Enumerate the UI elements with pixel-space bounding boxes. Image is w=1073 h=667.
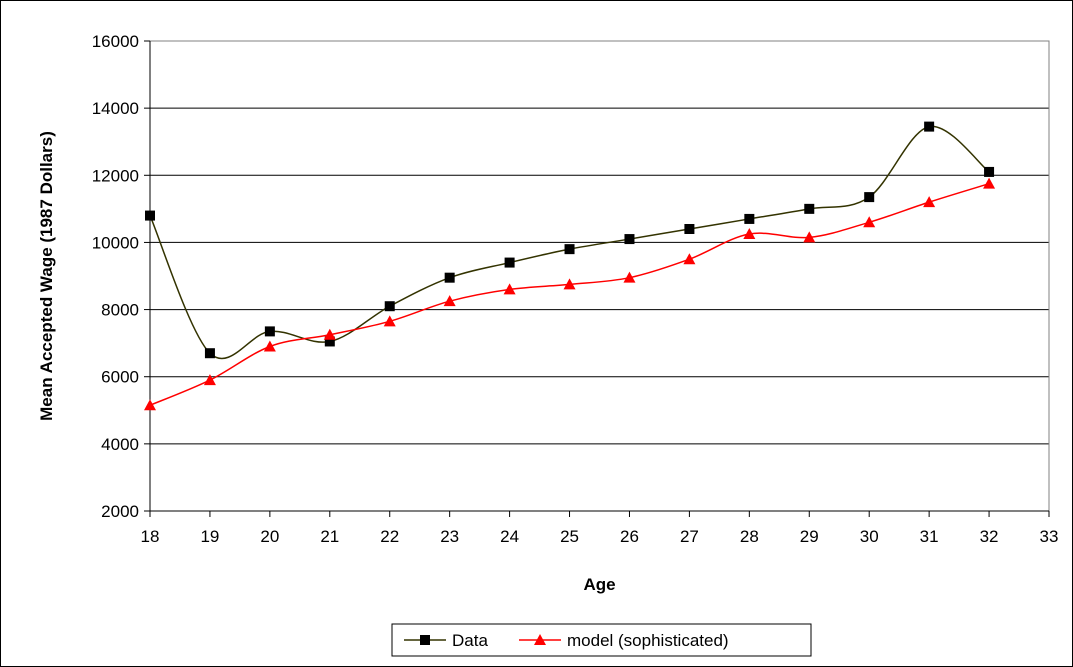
triangle-data-point bbox=[803, 231, 816, 243]
y-tick-label: 4000 bbox=[101, 435, 139, 454]
square-data-point bbox=[864, 192, 875, 203]
square-data-point bbox=[744, 213, 755, 224]
triangle-data-point bbox=[863, 216, 876, 228]
x-tick-label: 20 bbox=[260, 527, 279, 546]
series-model-sophisticated bbox=[144, 177, 996, 411]
triangle-data-point bbox=[323, 328, 336, 340]
triangle-data-point bbox=[683, 253, 696, 265]
x-tick-label: 28 bbox=[740, 527, 759, 546]
series-line bbox=[149, 182, 990, 406]
x-tick-label: 25 bbox=[560, 527, 579, 546]
square-data-point bbox=[444, 272, 455, 283]
triangle-data-point bbox=[743, 228, 756, 240]
x-tick-label: 22 bbox=[380, 527, 399, 546]
legend-box bbox=[391, 623, 812, 657]
x-tick-label: 27 bbox=[680, 527, 699, 546]
legend-marker bbox=[534, 634, 546, 645]
x-tick-label: 29 bbox=[800, 527, 819, 546]
x-tick-label: 23 bbox=[440, 527, 459, 546]
square-data-point bbox=[684, 224, 695, 234]
y-tick-label: 10000 bbox=[92, 233, 139, 252]
square-data-point bbox=[324, 336, 335, 347]
y-tick-label: 12000 bbox=[92, 166, 139, 185]
plot-area bbox=[149, 40, 1050, 512]
y-tick-label: 8000 bbox=[101, 301, 139, 320]
y-axis-tick-labels: 2000 4000 6000 8000 10000 12000 14000 16000 bbox=[92, 32, 151, 521]
x-tick-label: 21 bbox=[320, 527, 339, 546]
legend-entry-model: model (sophisticated) bbox=[519, 631, 729, 650]
square-data-point bbox=[204, 348, 215, 359]
y-axis-title: Mean Accepted Wage (1987 Dollars) bbox=[37, 131, 56, 421]
legend-marker bbox=[420, 635, 430, 645]
square-data-point bbox=[984, 166, 995, 177]
y-tick-label: 2000 bbox=[101, 502, 139, 521]
triangle-data-point bbox=[144, 399, 156, 411]
square-data-point bbox=[564, 244, 575, 255]
series-data bbox=[145, 121, 995, 360]
x-tick-label: 33 bbox=[1040, 527, 1059, 546]
square-data-point bbox=[264, 326, 275, 337]
triangle-data-point bbox=[923, 196, 936, 208]
legend-label: Data bbox=[452, 631, 488, 650]
square-data-point bbox=[504, 257, 515, 268]
x-tick-label: 26 bbox=[620, 527, 639, 546]
y-tick-label: 14000 bbox=[92, 99, 139, 118]
x-tick-label: 18 bbox=[141, 527, 160, 546]
triangle-data-point bbox=[503, 283, 516, 295]
x-tick-label: 24 bbox=[500, 527, 519, 546]
series-layer bbox=[144, 121, 996, 411]
triangle-data-point bbox=[623, 271, 636, 283]
legend-label: model (sophisticated) bbox=[567, 631, 729, 650]
triangle-data-point bbox=[383, 315, 396, 327]
x-axis-tick-labels: 18 19 20 21 22 23 24 25 26 27 28 29 30 31 32 33 bbox=[141, 510, 1059, 546]
y-tick-label: 16000 bbox=[92, 32, 139, 51]
x-axis-title: Age bbox=[583, 575, 615, 594]
legend: Data model (sophisticated) bbox=[391, 623, 812, 657]
square-data-point bbox=[145, 210, 155, 221]
x-tick-label: 19 bbox=[200, 527, 219, 546]
square-data-point bbox=[924, 121, 935, 132]
y-tick-label: 6000 bbox=[101, 368, 139, 387]
x-tick-label: 31 bbox=[920, 527, 939, 546]
triangle-data-point bbox=[563, 278, 576, 290]
x-tick-label: 30 bbox=[860, 527, 879, 546]
x-tick-label: 32 bbox=[980, 527, 999, 546]
legend-entry-data: Data bbox=[404, 631, 488, 650]
square-data-point bbox=[384, 301, 395, 312]
square-data-point bbox=[624, 234, 635, 245]
triangle-data-point bbox=[983, 177, 996, 189]
triangle-data-point bbox=[263, 340, 276, 352]
triangle-data-point bbox=[203, 374, 216, 386]
gridlines bbox=[150, 40, 1049, 512]
square-data-point bbox=[804, 203, 815, 214]
triangle-data-point bbox=[443, 295, 456, 307]
